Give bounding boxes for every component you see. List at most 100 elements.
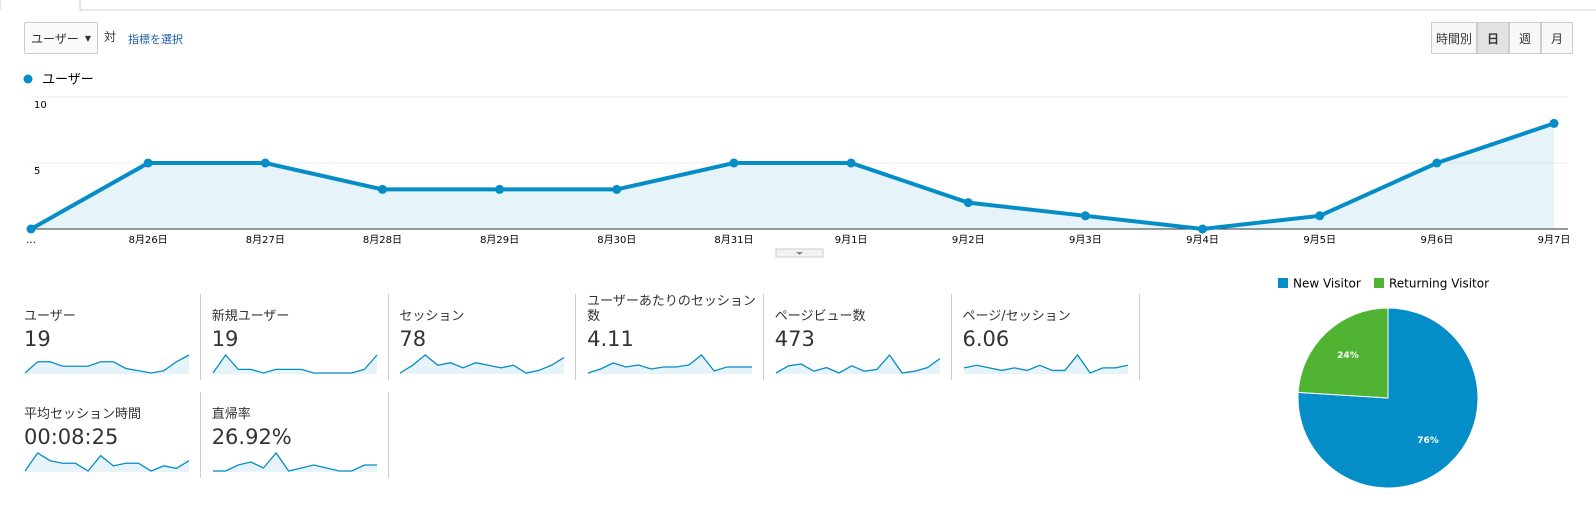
select-metric-link[interactable]: 指標を選択: [128, 33, 183, 46]
sparkline: [775, 353, 941, 374]
metric-tile: ページ/セッション 6.06: [963, 294, 1140, 380]
metric-value: 19: [24, 327, 51, 351]
metric-value: 4.11: [587, 327, 634, 351]
x-tick-label: 8月27日: [246, 234, 285, 246]
legend-dot: [23, 74, 33, 84]
metric-label: ユーザー: [24, 309, 76, 324]
legend-label: Returning Visitor: [1389, 277, 1489, 291]
sparkline-line: [775, 353, 941, 374]
metric-tile: ユーザー 19: [24, 294, 201, 380]
sparkline-area: [212, 453, 377, 472]
point: [143, 158, 153, 168]
point: [729, 158, 739, 168]
x-tick-label: 9月6日: [1420, 234, 1453, 246]
slice-label: 24%: [1337, 351, 1359, 361]
sparkline-line: [24, 452, 190, 472]
tab-strip: [0, 0, 1596, 11]
sparkline-line: [24, 354, 190, 374]
metric-label: セッション: [399, 309, 465, 324]
sparkline-area: [963, 355, 1128, 374]
x-tick-label: 9月2日: [952, 234, 985, 246]
point: [377, 184, 387, 194]
x-tick-label: 9月5日: [1303, 234, 1336, 246]
y-tick-label: 10: [34, 100, 47, 111]
metric-value: 26.92%: [211, 425, 292, 449]
sparkline-line: [963, 353, 1128, 374]
vs-label: 対: [104, 30, 117, 44]
sparkline: [587, 354, 753, 374]
point: [612, 184, 622, 194]
sparkline: [963, 353, 1128, 374]
dropdown-text: ユーザー: [31, 32, 79, 46]
x-tick-label: …: [26, 235, 36, 246]
metric-value: 00:08:25: [24, 425, 119, 449]
pie-slice: [1297, 307, 1389, 399]
point: [1080, 211, 1090, 221]
sparkline-line: [587, 354, 753, 374]
time-button[interactable]: 時間別: [1431, 22, 1477, 54]
metric-tile: ページビュー数 473: [775, 294, 952, 380]
point: [26, 224, 36, 234]
legend-label: New Visitor: [1293, 277, 1361, 291]
sparkline-area: [25, 355, 189, 374]
metric-tile: セッション 78: [399, 294, 577, 380]
metric-label: ページ/セッション: [962, 309, 1071, 324]
metric-label: ページビュー数: [774, 309, 866, 324]
sparkline-line: [212, 353, 378, 374]
line: [30, 121, 1555, 232]
metric-value: 78: [399, 327, 427, 351]
x-tick-label: 8月26日: [129, 234, 168, 246]
sparkline: [24, 354, 190, 374]
metric-label: 新規ユーザー: [211, 309, 290, 324]
x-tick-label: 9月4日: [1186, 234, 1219, 246]
sparkline: [212, 451, 377, 472]
metric-tile: 平均セッション時間 00:08:25: [24, 392, 201, 478]
metric-label: 平均セッション時間: [24, 407, 142, 422]
metric-tile: ユーザーあたりのセッション数 4.11: [587, 294, 765, 380]
point: [963, 198, 973, 208]
metric-value: 6.06: [962, 327, 1010, 351]
sparkline: [24, 452, 190, 472]
legend-label: ユーザー: [42, 73, 94, 88]
x-tick-label: 8月28日: [363, 234, 402, 246]
sparkline-area: [25, 453, 189, 472]
point: [495, 184, 505, 194]
sparkline-line: [400, 354, 565, 374]
x-tick-label: 8月30日: [597, 234, 636, 246]
x-tick-label: 8月31日: [714, 234, 753, 246]
x-tick-label: 9月7日: [1538, 234, 1571, 246]
legend-swatch: [1374, 278, 1384, 288]
point: [1432, 158, 1442, 168]
sparkline: [400, 354, 565, 374]
point: [846, 158, 856, 168]
metric-value: 19: [211, 327, 239, 351]
metric-dropdown[interactable]: ユーザー ▼: [24, 22, 98, 54]
metric-tile: 直帰率 26.92%: [212, 392, 389, 478]
sparkline: [212, 353, 378, 374]
metric-tile: 新規ユーザー 19: [212, 294, 389, 380]
sparkline-area: [212, 355, 377, 374]
x-tick-label: 8月29日: [480, 234, 519, 246]
slice-label: 76%: [1417, 436, 1439, 446]
metric-label: ユーザーあたりのセッション数: [587, 294, 756, 324]
time-button[interactable]: 日: [1477, 22, 1509, 54]
point: [1198, 224, 1208, 234]
point: [1549, 118, 1559, 128]
legend-swatch: [1278, 278, 1288, 288]
x-tick-label: 9月1日: [835, 234, 868, 246]
toggle-arrow: [796, 252, 803, 255]
point: [260, 158, 270, 168]
point: [1315, 211, 1325, 221]
metric-label: 直帰率: [211, 407, 251, 422]
sparkline-area: [588, 355, 753, 374]
dropdown-caret: ▼: [84, 34, 91, 43]
sparkline-line: [212, 451, 377, 472]
x-tick-label: 9月3日: [1069, 234, 1102, 246]
time-button[interactable]: 月: [1541, 22, 1573, 54]
y-tick-label: 5: [34, 166, 40, 177]
time-button[interactable]: 週: [1509, 22, 1541, 54]
metric-value: 473: [774, 327, 815, 351]
area: [31, 123, 1554, 229]
